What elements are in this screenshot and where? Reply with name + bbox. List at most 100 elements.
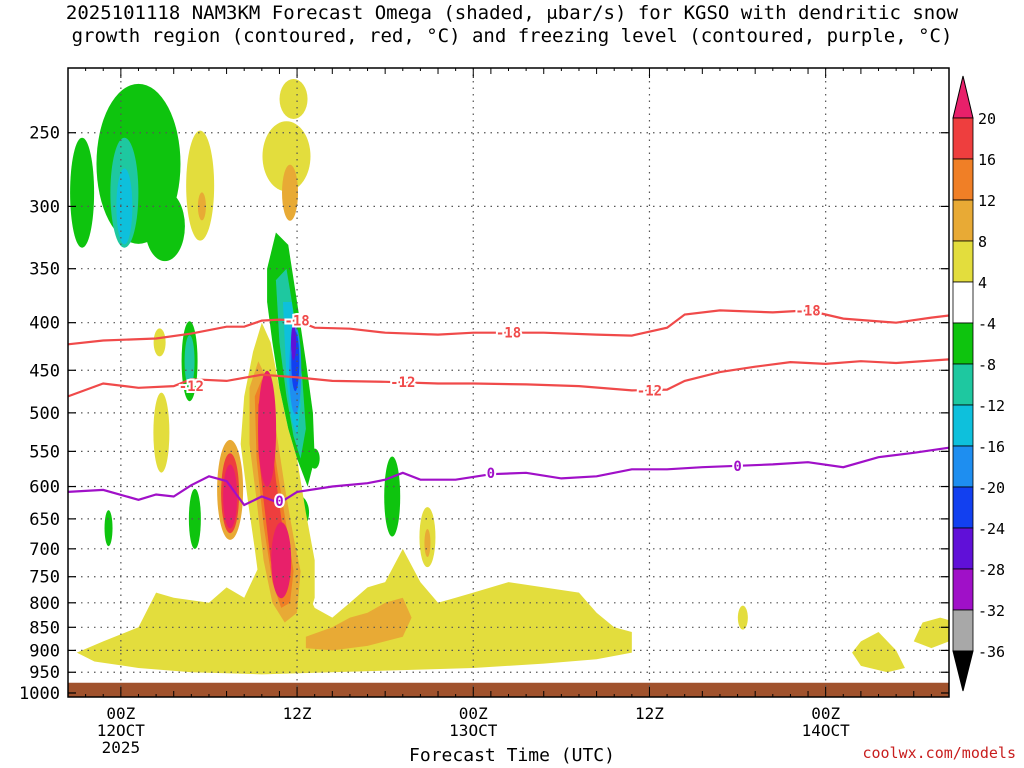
omega-region-late-yellow-2 bbox=[913, 617, 949, 649]
colorbar-label: -4 bbox=[978, 315, 996, 333]
omega-region-lowlevel-orange bbox=[305, 597, 412, 651]
colorbar-swatch bbox=[952, 117, 974, 160]
omega-shading bbox=[68, 79, 949, 697]
omega-cell-green bbox=[188, 488, 201, 549]
y-tick-label: 750 bbox=[29, 568, 60, 588]
y-tick-label: 800 bbox=[29, 594, 60, 614]
contour-freezing-level-label: 0 bbox=[487, 466, 495, 482]
omega-cell-green bbox=[104, 510, 113, 547]
colorbar-swatch bbox=[952, 281, 974, 324]
omega-cell-mid-yellow bbox=[153, 328, 166, 357]
contour-freezing-level-label: 0 bbox=[733, 459, 741, 475]
colorbar-label: -8 bbox=[978, 356, 996, 374]
colorbar-swatch bbox=[952, 445, 974, 488]
contour-minus18-label: -18 bbox=[284, 314, 309, 330]
y-tick-label: 700 bbox=[29, 540, 60, 560]
colorbar-label: 20 bbox=[978, 110, 996, 128]
omega-cell-small bbox=[737, 605, 748, 630]
contour-minus18-label: -18 bbox=[795, 303, 820, 319]
gridlines bbox=[68, 68, 949, 697]
colorbar-label: -16 bbox=[978, 438, 1005, 456]
colorbar-label: 8 bbox=[978, 233, 987, 251]
colorbar-swatch bbox=[952, 527, 974, 570]
ground-surface bbox=[68, 682, 949, 697]
y-tick-label: 600 bbox=[29, 478, 60, 498]
omega-cell-upper-yellow bbox=[279, 79, 308, 120]
colorbar-swatch bbox=[952, 363, 974, 406]
y-tick-label: 500 bbox=[29, 404, 60, 424]
x-tick-label: 00Z bbox=[459, 704, 488, 723]
omega-cell-upper-yellow bbox=[186, 130, 215, 241]
omega-cell-green bbox=[70, 137, 95, 248]
omega-cell-updraft-max bbox=[271, 522, 292, 599]
y-tick-label: 650 bbox=[29, 510, 60, 530]
x-tick-label: 2025 bbox=[102, 738, 141, 757]
omega-cell-cyan bbox=[116, 168, 133, 245]
omega-region-lowlevel-yellow bbox=[76, 537, 632, 675]
colorbar-swatch bbox=[952, 240, 974, 283]
y-tick-label: 1000 bbox=[19, 684, 60, 704]
colorbar-label: 4 bbox=[978, 274, 987, 292]
omega-cell-upper-orange bbox=[282, 164, 299, 221]
y-tick-label: 950 bbox=[29, 663, 60, 683]
omega-cell-downdraft-purple bbox=[291, 324, 297, 361]
omega-cell-green bbox=[384, 456, 401, 537]
omega-cell-upper-orange bbox=[197, 192, 206, 221]
colorbar-label: -20 bbox=[978, 479, 1005, 497]
colorbar-swatch bbox=[952, 486, 974, 529]
omega-cell-green bbox=[144, 191, 185, 262]
contour-minus18 bbox=[67, 309, 950, 346]
y-tick-label: 850 bbox=[29, 618, 60, 638]
y-tick-label: 450 bbox=[29, 361, 60, 381]
y-tick-label: 550 bbox=[29, 442, 60, 462]
contour-minus12-label: -12 bbox=[179, 379, 204, 395]
omega-cell-updraft-max bbox=[258, 370, 277, 487]
colorbar: 20 16 12 8 4 -4 -8 -12 -16 -20 -24 -28 -32 -36 bbox=[952, 75, 1005, 692]
omega-cell-small bbox=[460, 599, 469, 612]
x-tick-label: 00Z bbox=[811, 704, 840, 723]
contour-minus12-label: -12 bbox=[390, 375, 415, 391]
colorbar-label: -24 bbox=[978, 520, 1005, 538]
x-tick-label: 12Z bbox=[283, 704, 312, 723]
x-tick-label: 12OCT bbox=[97, 721, 146, 740]
y-tick-label: 900 bbox=[29, 641, 60, 661]
x-axis-title: Forecast Time (UTC) bbox=[409, 745, 615, 766]
omega-cell-teal bbox=[184, 335, 195, 388]
contour-freezing-level bbox=[67, 446, 950, 507]
colorbar-triangle-bottom bbox=[952, 650, 974, 692]
omega-region-late-yellow bbox=[852, 632, 905, 673]
colorbar-label: -12 bbox=[978, 397, 1005, 415]
omega-cell-mid-yellow bbox=[153, 392, 170, 473]
contour-minus12-label: -12 bbox=[637, 383, 662, 399]
credit-link[interactable]: coolwx.com/models bbox=[862, 744, 1016, 762]
colorbar-swatch bbox=[952, 199, 974, 242]
colorbar-swatch bbox=[952, 609, 974, 652]
colorbar-swatch bbox=[952, 404, 974, 447]
colorbar-label: -32 bbox=[978, 602, 1005, 620]
chart-title-line-2: growth region (contoured, red, °C) and f… bbox=[71, 25, 953, 47]
omega-cell-upper-yellow bbox=[262, 121, 311, 192]
colorbar-label: 16 bbox=[978, 151, 996, 169]
colorbar-swatch bbox=[952, 322, 974, 365]
x-tick-label: 13OCT bbox=[449, 721, 498, 740]
contour-minus12 bbox=[67, 358, 950, 398]
colorbar-label: -36 bbox=[978, 643, 1005, 661]
x-tick-label: 12Z bbox=[635, 704, 664, 723]
x-tick-label: 14OCT bbox=[802, 721, 851, 740]
contour-freezing-level-label: 0 bbox=[275, 494, 283, 510]
colorbar-triangle-top bbox=[952, 75, 974, 119]
y-tick-label: 300 bbox=[29, 197, 60, 217]
colorbar-swatch bbox=[952, 568, 974, 611]
y-tick-label: 400 bbox=[29, 314, 60, 334]
x-tick-label: 00Z bbox=[106, 704, 135, 723]
chart-title-line-1: 2025101118 NAM3KM Forecast Omega (shaded… bbox=[65, 2, 959, 24]
omega-cell-mid-orange bbox=[424, 529, 431, 558]
contour-minus18-label: -18 bbox=[496, 326, 521, 342]
y-tick-label: 250 bbox=[29, 124, 60, 144]
colorbar-label: -28 bbox=[978, 561, 1005, 579]
colorbar-swatch bbox=[952, 158, 974, 201]
colorbar-label: 12 bbox=[978, 192, 996, 210]
y-tick-label: 350 bbox=[29, 260, 60, 280]
